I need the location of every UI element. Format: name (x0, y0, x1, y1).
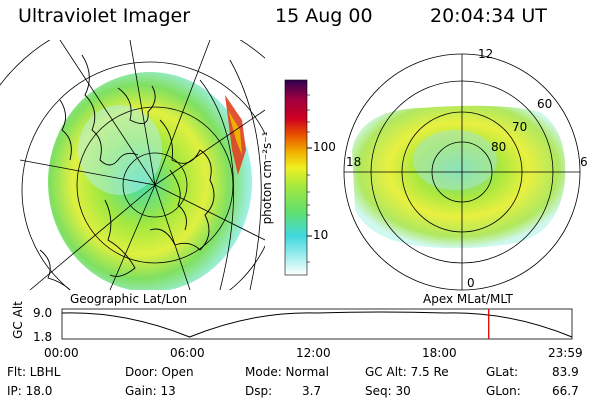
mlat-label-80: 80 (491, 140, 507, 154)
glon-value: 66.7 (552, 384, 579, 398)
date-label: 15 Aug 00 (275, 5, 373, 27)
dsp-value: 3.7 (302, 384, 322, 398)
glat-label: GLat: (486, 365, 519, 379)
gc-alt-status: GC Alt: 7.5 Re (365, 365, 449, 379)
right-map-caption: Apex MLat/MLT (423, 292, 513, 306)
geographic-map (0, 40, 265, 290)
mlat-mlt-map (343, 53, 581, 291)
dsp-label: Dsp: (245, 384, 273, 398)
altitude-series-line (61, 311, 573, 338)
seq-status: Seq: 30 (365, 384, 411, 398)
mlat-label-70: 70 (512, 120, 528, 134)
left-map-caption: Geographic Lat/Lon (70, 292, 188, 306)
time-tick-1800: 18:00 (422, 346, 457, 360)
mlt-label-right: 6 (580, 155, 588, 169)
altitude-ytick-high: 9.0 (33, 306, 53, 320)
time-tick-1200: 12:00 (296, 346, 331, 360)
mlt-label-left: 18 (346, 155, 362, 169)
ip-status: IP: 18.0 (7, 384, 53, 398)
mlat-label-60: 60 (537, 97, 553, 111)
mode-status: Mode: Normal (245, 365, 329, 379)
glon-label: GLon: (486, 384, 521, 398)
time-tick-0600: 06:00 (170, 346, 205, 360)
glat-value: 83.9 (552, 365, 579, 379)
time-label: 20:04:34 UT (430, 5, 547, 27)
coastlines (39, 54, 215, 290)
colorbar (284, 79, 308, 276)
door-status: Door: Open (125, 365, 194, 379)
colorbar-tick-100: 100 (313, 140, 336, 154)
mlt-label-top: 12 (478, 47, 494, 61)
instrument-title: Ultraviolet Imager (18, 5, 191, 27)
time-tick-0000: 00:00 (44, 346, 79, 360)
mlt-label-bottom: 0 (467, 276, 475, 290)
filter-status: Flt: LBHL (7, 365, 61, 379)
colorbar-tick-10: 10 (313, 228, 329, 242)
gain-status: Gain: 13 (125, 384, 176, 398)
time-tick-2359: 23:59 (548, 346, 583, 360)
altitude-ytick-low: 1.8 (33, 330, 53, 344)
altitude-plot-frame (61, 308, 573, 340)
